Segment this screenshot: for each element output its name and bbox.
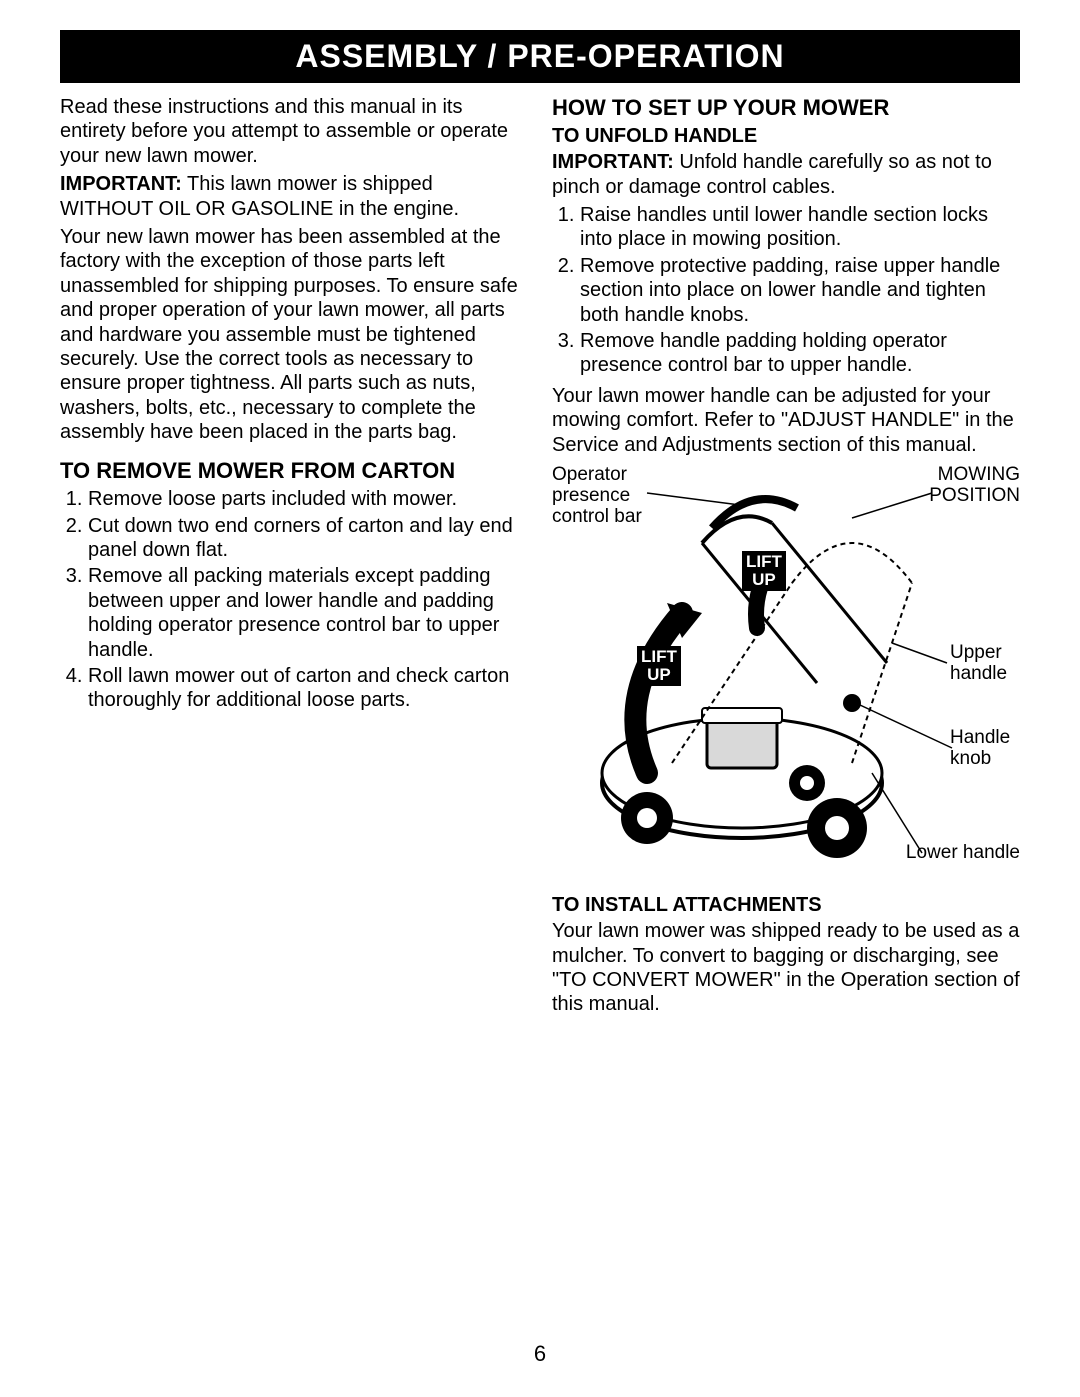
list-item: Remove loose parts included with mower.	[88, 487, 528, 511]
section-banner: ASSEMBLY / PRE-OPERATION	[60, 30, 1020, 83]
important-label: IMPORTANT:	[60, 173, 182, 195]
adjust-handle-note: Your lawn mower handle can be adjusted f…	[552, 384, 1020, 457]
list-item: Cut down two end corners of carton and l…	[88, 514, 528, 563]
list-item: Remove handle padding holding operator p…	[580, 329, 1020, 378]
list-item: Raise handles until lower handle section…	[580, 203, 1020, 252]
diagram-label-upper-handle: Upper handle	[950, 643, 1020, 685]
mower-diagram: Operator presence control bar MOWING POS…	[552, 463, 1020, 883]
list-item: Roll lawn mower out of carton and check …	[88, 664, 528, 713]
diagram-label-lift-up-1: LIFTUP	[742, 551, 786, 591]
page-number: 6	[0, 1341, 1080, 1367]
install-attachments-text: Your lawn mower was shipped ready to be …	[552, 919, 1020, 1017]
setup-mower-heading: HOW TO SET UP YOUR MOWER	[552, 95, 1020, 122]
diagram-label-handle-knob: Handle knob	[950, 728, 1020, 770]
list-item: Remove protective padding, raise upper h…	[580, 254, 1020, 327]
unfold-handle-steps: Raise handles until lower handle section…	[552, 203, 1020, 378]
diagram-label-lower-handle: Lower handle	[906, 843, 1020, 864]
important-note-2: IMPORTANT: Unfold handle carefully so as…	[552, 150, 1020, 199]
unfold-handle-heading: TO UNFOLD HANDLE	[552, 124, 1020, 148]
factory-assembly-paragraph: Your new lawn mower has been assembled a…	[60, 225, 528, 445]
left-column: Read these instructions and this manual …	[60, 95, 528, 1021]
right-column: HOW TO SET UP YOUR MOWER TO UNFOLD HANDL…	[552, 95, 1020, 1021]
install-attachments-heading: TO INSTALL ATTACHMENTS	[552, 893, 1020, 917]
important-label-2: IMPORTANT:	[552, 151, 674, 173]
remove-from-carton-heading: TO REMOVE MOWER FROM CARTON	[60, 458, 528, 485]
diagram-label-lift-up-2: LIFTUP	[637, 646, 681, 686]
diagram-label-mowing-position: MOWING POSITION	[920, 465, 1020, 507]
important-note-1: IMPORTANT: This lawn mower is shipped WI…	[60, 172, 528, 221]
two-column-layout: Read these instructions and this manual …	[60, 95, 1020, 1021]
intro-paragraph: Read these instructions and this manual …	[60, 95, 528, 168]
remove-from-carton-steps: Remove loose parts included with mower. …	[60, 487, 528, 713]
diagram-label-operator-bar: Operator presence control bar	[552, 465, 662, 528]
list-item: Remove all packing materials except padd…	[88, 564, 528, 662]
